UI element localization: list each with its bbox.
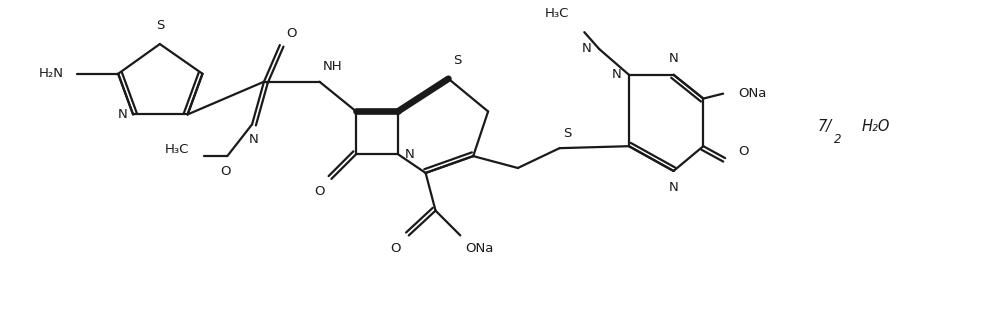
Text: S: S	[563, 127, 572, 140]
Text: H₂N: H₂N	[39, 67, 64, 80]
Text: N: N	[669, 181, 678, 194]
Text: S: S	[453, 54, 462, 67]
Text: ONa: ONa	[738, 87, 766, 100]
Text: O: O	[390, 242, 401, 255]
Text: N: N	[612, 68, 622, 81]
Text: N: N	[117, 108, 127, 121]
Text: N: N	[249, 133, 259, 146]
Text: O: O	[286, 27, 296, 40]
Text: S: S	[156, 19, 164, 32]
Text: O: O	[220, 165, 231, 178]
Text: O: O	[738, 144, 749, 158]
Text: NH: NH	[322, 60, 342, 73]
Text: H₃C: H₃C	[165, 143, 190, 156]
Text: N: N	[669, 52, 678, 65]
Text: 2: 2	[834, 133, 842, 146]
Text: H₃C: H₃C	[545, 7, 569, 20]
Text: N: N	[581, 42, 591, 55]
Text: H₂O: H₂O	[862, 119, 890, 134]
Text: O: O	[314, 185, 324, 198]
Text: ONa: ONa	[465, 242, 494, 255]
Text: 7/: 7/	[818, 119, 832, 134]
Text: N: N	[405, 148, 415, 161]
